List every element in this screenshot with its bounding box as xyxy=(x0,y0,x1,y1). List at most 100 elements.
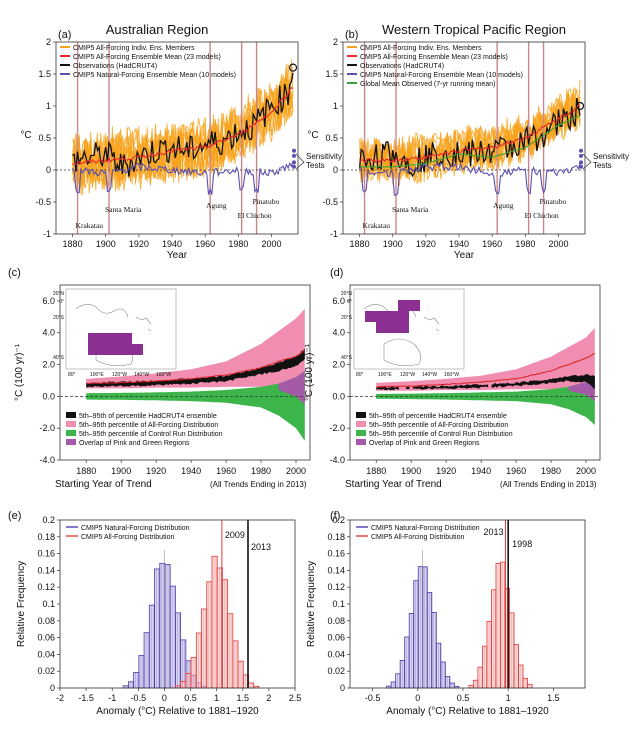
plot-frame xyxy=(349,284,601,461)
x-tick-label: 1920 xyxy=(436,466,456,476)
map-lat-label: 20°S xyxy=(341,315,353,321)
legend-swatch xyxy=(66,430,76,436)
plot-frame xyxy=(59,519,296,689)
y-axis-label: Relative Frequency xyxy=(16,561,27,647)
sensitivity-dot xyxy=(579,148,583,153)
x-tick-label: -0.5 xyxy=(365,693,381,703)
plot-frame xyxy=(59,284,311,461)
x-tick-label: 1980 xyxy=(251,466,271,476)
x-tick-label: 1940 xyxy=(449,239,469,249)
x-axis-label: Starting Year of Trend xyxy=(55,479,152,490)
x-tick-label: 1880 xyxy=(63,239,83,249)
map-lon-label: 160°W xyxy=(156,372,171,378)
histogram-bar xyxy=(128,681,135,689)
map-lon-label: 140°W xyxy=(134,372,149,378)
histogram-bar xyxy=(222,579,229,689)
sensitivity-dot xyxy=(579,164,583,169)
map-region-cell xyxy=(365,311,376,322)
map-region-cell xyxy=(88,344,99,355)
map-lat-label: 40°S xyxy=(341,355,353,361)
x-tick-label: 1920 xyxy=(416,239,436,249)
y-tick-label: 2.0 xyxy=(332,360,345,370)
legend-label: CMIP5 Natural-Forcing Distribution xyxy=(81,525,190,532)
y-axis-label: Relative Frequency xyxy=(306,561,317,647)
volcano-label: Pinatubo xyxy=(253,197,280,206)
map-lon-label: 80° xyxy=(356,372,364,378)
y-tick-label: 0.18 xyxy=(327,532,345,542)
map-coastline xyxy=(135,316,152,332)
y-tick-label: 0.16 xyxy=(327,549,345,559)
map-region-cell xyxy=(398,300,409,311)
circle-marker xyxy=(288,63,298,72)
x-tick-label: 1.5 xyxy=(547,693,560,703)
chart-title: Australian Region xyxy=(106,22,209,37)
x-tick-label: 1900 xyxy=(383,239,403,249)
x-axis-note: (All Trends Ending in 2013) xyxy=(210,480,307,489)
y-tick-label: 0.16 xyxy=(37,549,55,559)
y-tick-label: 0.0 xyxy=(42,391,55,401)
y-axis-label: °C xyxy=(307,130,318,141)
x-tick-label: 1980 xyxy=(228,239,248,249)
plot-background xyxy=(350,520,585,688)
chart-title: Western Tropical Pacific Region xyxy=(382,22,566,37)
y-tick-label: 0.14 xyxy=(327,565,345,575)
map-lat-label: 0° xyxy=(59,299,64,305)
x-axis-label: Year xyxy=(454,250,475,261)
y-tick-label: 0.02 xyxy=(37,666,55,676)
y-tick-label: 4.0 xyxy=(332,328,345,338)
map-coastline xyxy=(75,304,129,318)
legend-label: CMIP5 Natural-Forcing Distribution xyxy=(371,525,480,532)
y-tick-label: 0.2 xyxy=(332,515,345,525)
y-tick-label: 0 xyxy=(50,683,55,693)
annotation-text: Sensitivity Tests xyxy=(306,152,342,170)
legend-label: CMIP5 All-Forcing Distribution xyxy=(371,534,464,541)
histogram-bar xyxy=(138,655,145,689)
y-tick-label: 1 xyxy=(333,101,338,111)
overlap-band xyxy=(278,370,305,405)
histogram-bar xyxy=(195,632,202,689)
legend-label: Observations (HadCRUT4) xyxy=(360,63,444,70)
map-region-cell xyxy=(121,333,132,344)
map-lon-label: 100°E xyxy=(90,372,104,378)
y-tick-label: 1.5 xyxy=(325,69,338,79)
histogram-bar xyxy=(169,585,176,689)
plot-frame xyxy=(342,41,586,235)
y-tick-label: 0.1 xyxy=(332,599,345,609)
y-tick-label: 0.06 xyxy=(37,633,55,643)
legend-label: 5th–95th of percentile HadCRUT4 ensemble xyxy=(369,413,507,420)
x-tick-label: 1880 xyxy=(350,239,370,249)
x-tick-label: 1900 xyxy=(96,239,116,249)
map-lon-label: 120°W xyxy=(112,372,127,378)
x-tick-label: -1.5 xyxy=(78,693,94,703)
map-region-cell xyxy=(88,333,99,344)
y-tick-label: -0.5 xyxy=(35,197,51,207)
plot-frame xyxy=(349,519,586,689)
y-tick-label: -0.5 xyxy=(322,197,338,207)
y-tick-label: 4.0 xyxy=(42,328,55,338)
map-region-cell xyxy=(409,300,420,311)
panel-label: (f) xyxy=(330,510,340,522)
volcano-label: El Chichon xyxy=(525,211,559,220)
y-tick-label: 0.12 xyxy=(37,582,55,592)
histogram-bar xyxy=(133,672,140,689)
histogram-bar xyxy=(211,555,218,689)
y-tick-label: 2 xyxy=(46,37,51,47)
reference-line-label: 2009 xyxy=(225,530,245,540)
x-tick-label: -1 xyxy=(108,693,116,703)
histogram-bar xyxy=(248,682,255,689)
histogram-bar xyxy=(180,639,187,689)
sensitivity-bracket xyxy=(295,153,305,169)
y-tick-label: 1.5 xyxy=(38,69,51,79)
x-tick-label: 1960 xyxy=(195,239,215,249)
x-tick-label: 1960 xyxy=(506,466,526,476)
volcano-label: Pinatubo xyxy=(540,197,567,206)
y-tick-label: 0.02 xyxy=(327,666,345,676)
sensitivity-bracket xyxy=(582,153,592,169)
y-axis-label: °C xyxy=(20,130,31,141)
x-tick-label: 1960 xyxy=(482,239,502,249)
series-line-0 xyxy=(358,97,581,178)
legend-label: 5th–95th percentile of All-Forcing Distr… xyxy=(369,422,508,429)
y-tick-label: 0.08 xyxy=(37,616,55,626)
all-forcing-mean-line xyxy=(376,352,596,388)
